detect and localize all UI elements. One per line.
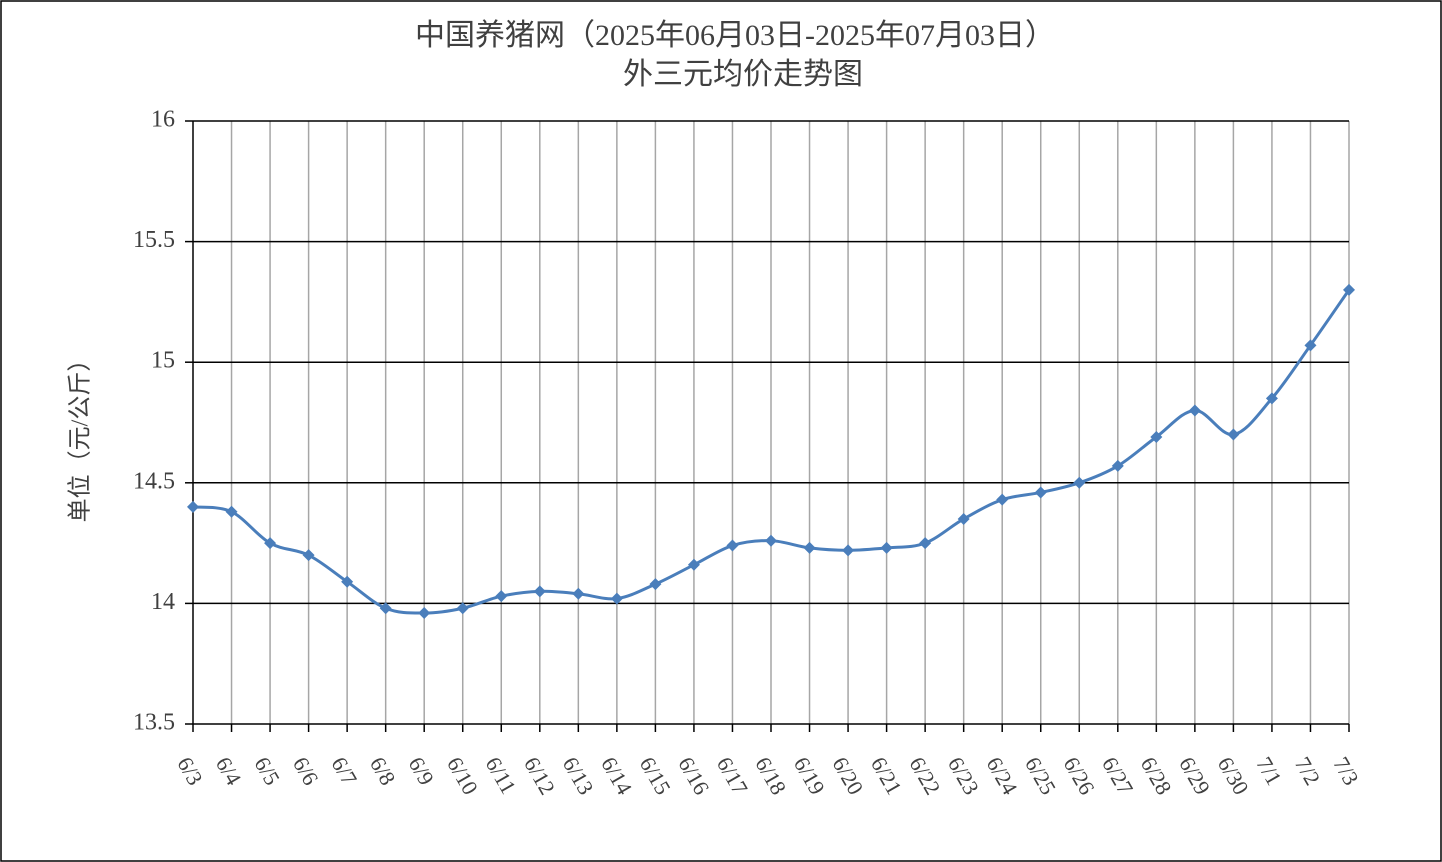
marker <box>687 558 700 571</box>
marker <box>880 541 893 554</box>
marker <box>379 602 392 615</box>
y-tick-label: 13.5 <box>133 710 175 736</box>
marker <box>225 505 238 518</box>
marker <box>1111 459 1124 472</box>
marker <box>1073 476 1086 489</box>
marker <box>957 512 970 525</box>
marker <box>495 590 508 603</box>
y-tick-label: 16 <box>151 107 175 133</box>
marker <box>456 602 469 615</box>
marker <box>649 578 662 591</box>
marker <box>1188 404 1201 417</box>
marker <box>572 587 585 600</box>
y-tick-label: 15 <box>151 348 175 374</box>
chart-subtitle: 外三元均价走势图 <box>623 58 863 91</box>
marker <box>341 575 354 588</box>
marker <box>726 539 739 552</box>
marker <box>1304 339 1317 352</box>
marker <box>302 549 315 562</box>
marker <box>264 537 277 550</box>
chart-title: 中国养猪网（2025年06月03日-2025年07月03日） <box>415 19 1055 52</box>
marker <box>533 585 546 598</box>
marker <box>418 607 431 620</box>
marker <box>1150 430 1163 443</box>
marker <box>842 544 855 557</box>
marker <box>1034 486 1047 499</box>
marker <box>1265 392 1278 405</box>
y-axis-label: 单位（元/公斤） <box>67 348 94 523</box>
marker <box>1343 283 1355 296</box>
marker <box>1227 428 1240 441</box>
y-tick-label: 14.5 <box>133 468 175 494</box>
marker <box>610 592 623 605</box>
marker <box>187 500 199 513</box>
marker <box>919 537 932 550</box>
marker <box>803 541 816 554</box>
marker <box>996 493 1009 506</box>
marker <box>765 534 777 547</box>
y-tick-label: 14 <box>151 589 175 615</box>
y-tick-label: 15.5 <box>133 227 175 253</box>
